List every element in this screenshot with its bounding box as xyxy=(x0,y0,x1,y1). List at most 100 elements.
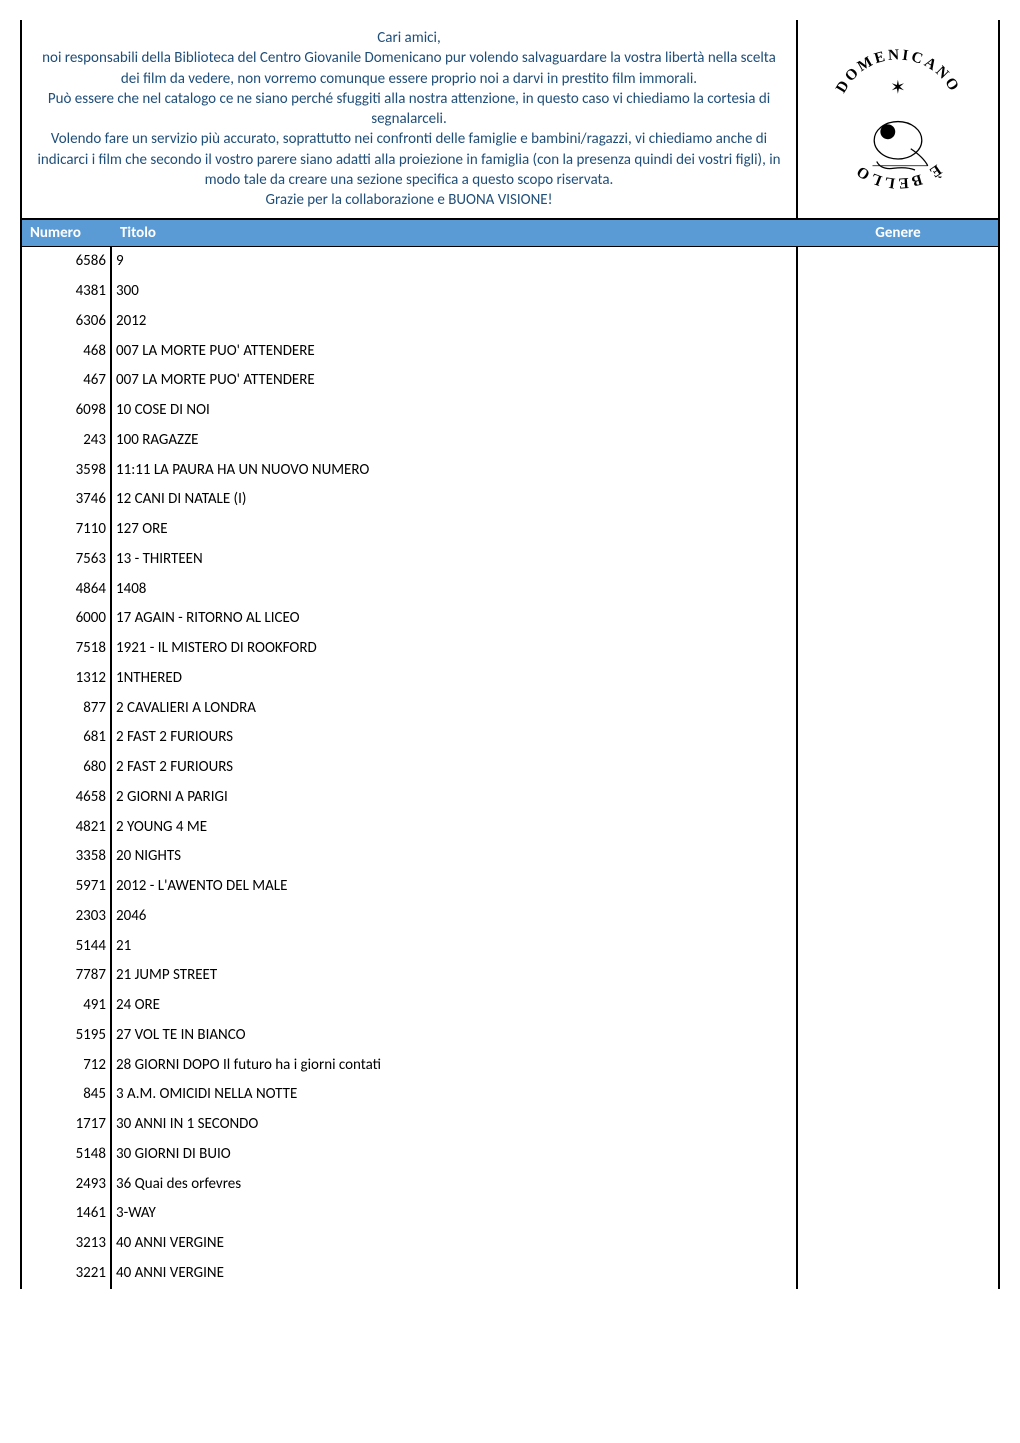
cell-titolo: 30 ANNI IN 1 SECONDO xyxy=(112,1110,798,1140)
table-row: 65869 xyxy=(22,247,998,277)
cell-numero: 3598 xyxy=(22,456,112,486)
cell-genere xyxy=(798,545,998,575)
cell-numero: 7518 xyxy=(22,634,112,664)
table-row: 514421 xyxy=(22,932,998,962)
cell-titolo: 17 AGAIN - RITORNO AL LICEO xyxy=(112,604,798,634)
cell-titolo: 9 xyxy=(112,247,798,277)
cell-titolo: 1408 xyxy=(112,575,798,605)
cell-numero: 5971 xyxy=(22,872,112,902)
cell-genere xyxy=(798,485,998,515)
cell-titolo: 12 CANI DI NATALE (I) xyxy=(112,485,798,515)
cell-numero: 4821 xyxy=(22,813,112,843)
cell-genere xyxy=(798,1170,998,1200)
cell-numero: 4864 xyxy=(22,575,112,605)
table-row: 249336 Quai des orfevres xyxy=(22,1170,998,1200)
table-row: 23032046 xyxy=(22,902,998,932)
cell-genere xyxy=(798,694,998,724)
cell-titolo: 28 GIORNI DOPO Il futuro ha i giorni con… xyxy=(112,1051,798,1081)
table-row: 600017 AGAIN - RITORNO AL LICEO xyxy=(22,604,998,634)
cell-genere xyxy=(798,247,998,277)
cell-numero: 243 xyxy=(22,426,112,456)
cell-titolo: 100 RAGAZZE xyxy=(112,426,798,456)
cell-genere xyxy=(798,515,998,545)
cell-genere xyxy=(798,753,998,783)
table-row: 13121NTHERED xyxy=(22,664,998,694)
cell-numero: 5144 xyxy=(22,932,112,962)
table-row: 609810 COSE DI NOI xyxy=(22,396,998,426)
table-row: 359811:11 LA PAURA HA UN NUOVO NUMERO xyxy=(22,456,998,486)
cell-titolo: 300 xyxy=(112,277,798,307)
cell-genere xyxy=(798,1199,998,1229)
cell-titolo: 36 Quai des orfevres xyxy=(112,1170,798,1200)
cell-titolo: 007 LA MORTE PUO' ATTENDERE xyxy=(112,366,798,396)
cell-titolo: 3-WAY xyxy=(112,1199,798,1229)
cell-titolo: 20 NIGHTS xyxy=(112,842,798,872)
cell-numero: 6000 xyxy=(22,604,112,634)
logo-icon: DOMENICANO È BELLO ✶ xyxy=(813,34,983,204)
cell-numero: 681 xyxy=(22,723,112,753)
cell-numero: 877 xyxy=(22,694,112,724)
intro-line-0: Cari amici, xyxy=(34,28,784,48)
cell-numero: 5195 xyxy=(22,1021,112,1051)
cell-genere xyxy=(798,664,998,694)
table-row: 75181921 - IL MISTERO DI ROOKFORD xyxy=(22,634,998,664)
cell-titolo: 10 COSE DI NOI xyxy=(112,396,798,426)
table-row: 321340 ANNI VERGINE xyxy=(22,1229,998,1259)
cell-genere xyxy=(798,783,998,813)
cell-numero: 845 xyxy=(22,1080,112,1110)
cell-genere xyxy=(798,813,998,843)
cell-titolo: 2046 xyxy=(112,902,798,932)
cell-genere xyxy=(798,1140,998,1170)
table-row: 756313 - THIRTEEN xyxy=(22,545,998,575)
cell-genere xyxy=(798,277,998,307)
cell-numero: 6098 xyxy=(22,396,112,426)
intro-line-1: noi responsabili della Biblioteca del Ce… xyxy=(34,48,784,89)
table-row: 778721 JUMP STREET xyxy=(22,961,998,991)
cell-genere xyxy=(798,1080,998,1110)
table-row: 4381300 xyxy=(22,277,998,307)
logo-cell: DOMENICANO È BELLO ✶ xyxy=(798,20,998,218)
cell-numero: 3221 xyxy=(22,1259,112,1289)
cell-numero: 467 xyxy=(22,366,112,396)
page-container: Cari amici, noi responsabili della Bibli… xyxy=(20,20,1000,1289)
header-titolo: Titolo xyxy=(112,220,798,246)
cell-numero: 1312 xyxy=(22,664,112,694)
cell-numero: 491 xyxy=(22,991,112,1021)
cell-numero: 3213 xyxy=(22,1229,112,1259)
cell-genere xyxy=(798,872,998,902)
cell-numero: 712 xyxy=(22,1051,112,1081)
table-row: 335820 NIGHTS xyxy=(22,842,998,872)
table-row: 468007 LA MORTE PUO' ATTENDERE xyxy=(22,337,998,367)
table-header: Numero Titolo Genere xyxy=(22,220,998,247)
cell-titolo: 2012 xyxy=(112,307,798,337)
cell-titolo: 27 VOL TE IN BIANCO xyxy=(112,1021,798,1051)
cell-titolo: 11:11 LA PAURA HA UN NUOVO NUMERO xyxy=(112,456,798,486)
cell-titolo: 2 CAVALIERI A LONDRA xyxy=(112,694,798,724)
table-row: 8453 A.M. OMICIDI NELLA NOTTE xyxy=(22,1080,998,1110)
cell-genere xyxy=(798,723,998,753)
intro-line-2: Può essere che nel catalogo ce ne siano … xyxy=(34,89,784,130)
cell-numero: 3358 xyxy=(22,842,112,872)
header-row: Cari amici, noi responsabili della Bibli… xyxy=(22,20,998,220)
cell-genere xyxy=(798,961,998,991)
cell-numero: 680 xyxy=(22,753,112,783)
cell-genere xyxy=(798,426,998,456)
table-row: 8772 CAVALIERI A LONDRA xyxy=(22,694,998,724)
table-row: 46582 GIORNI A PARIGI xyxy=(22,783,998,813)
cell-titolo: 24 ORE xyxy=(112,991,798,1021)
cell-numero: 7787 xyxy=(22,961,112,991)
cell-genere xyxy=(798,1051,998,1081)
table-row: 322140 ANNI VERGINE xyxy=(22,1259,998,1289)
table-row: 14613-WAY xyxy=(22,1199,998,1229)
cell-titolo: 21 xyxy=(112,932,798,962)
cell-genere xyxy=(798,1110,998,1140)
intro-line-4: Grazie per la collaborazione e BUONA VIS… xyxy=(34,190,784,210)
table-row: 63062012 xyxy=(22,307,998,337)
cell-genere xyxy=(798,1229,998,1259)
table-row: 48641408 xyxy=(22,575,998,605)
table-row: 514830 GIORNI DI BUIO xyxy=(22,1140,998,1170)
cell-numero: 6586 xyxy=(22,247,112,277)
cell-numero: 468 xyxy=(22,337,112,367)
svg-text:✶: ✶ xyxy=(890,77,906,100)
intro-text-cell: Cari amici, noi responsabili della Bibli… xyxy=(22,20,798,218)
